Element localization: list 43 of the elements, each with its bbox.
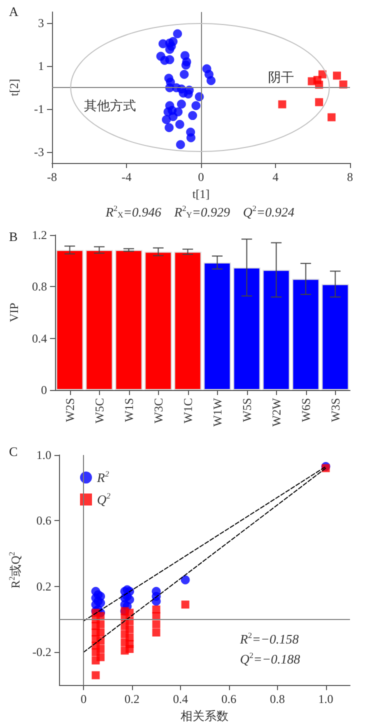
y-tick-label: 1.0 <box>36 448 52 462</box>
x-tick-label: 8 <box>347 170 353 184</box>
y-tick-label: 0.8 <box>32 280 47 294</box>
y-tick-label: -3 <box>34 145 44 160</box>
y-tick-label: 3 <box>38 16 44 30</box>
y-tick-label: 1.2 <box>32 228 47 242</box>
x-tick-label: 0.6 <box>221 692 236 706</box>
x-tick-label: W3S <box>328 398 342 422</box>
y-axis-title: VIP <box>7 302 21 322</box>
y-tick-label: 0.6 <box>36 514 52 528</box>
annotation: 阴干 <box>268 69 294 84</box>
y-tick-label: 0 <box>41 383 47 397</box>
y-tick-label: 0.2 <box>36 579 52 594</box>
chart-title: B <box>9 229 18 244</box>
x-tick-label: 0.8 <box>270 692 285 706</box>
x-tick-label: W6S <box>298 398 313 422</box>
x-tick-label: 1.0 <box>318 692 334 706</box>
x-tick-label: -4 <box>122 170 132 184</box>
x-tick-label: -8 <box>47 170 57 184</box>
x-tick-label: 0.4 <box>172 692 188 706</box>
x-tick-label: 0 <box>80 692 87 706</box>
x-tick-label: W1W <box>210 397 224 427</box>
x-tick-label: 4 <box>272 170 278 184</box>
x-tick-label: W1C <box>180 398 195 424</box>
y-axis-title: t[2] <box>7 78 21 96</box>
x-axis-title: t[1] <box>192 186 210 201</box>
x-axis-title: 相关系数 <box>180 709 229 723</box>
x-tick-label: 0.2 <box>124 692 140 706</box>
y-tick-label: -0.2 <box>32 645 52 660</box>
x-tick-label: W2W <box>269 397 284 427</box>
x-tick-label: 0 <box>198 170 204 184</box>
y-tick-label: -1 <box>34 102 44 116</box>
x-tick-label: W5C <box>92 398 106 424</box>
annotation: 其他方式 <box>84 98 136 114</box>
x-tick-label: W5S <box>240 398 254 422</box>
x-tick-label: W2S <box>62 398 77 422</box>
y-tick-label: 1 <box>38 58 44 73</box>
y-tick-label: 0.4 <box>32 331 47 346</box>
y-axis-title: R2或Q2 <box>8 552 22 588</box>
chart-title: A <box>9 4 19 19</box>
x-tick-label: W1S <box>122 398 136 422</box>
x-tick-label: W3C <box>151 398 166 424</box>
chart-title: C <box>9 444 18 459</box>
